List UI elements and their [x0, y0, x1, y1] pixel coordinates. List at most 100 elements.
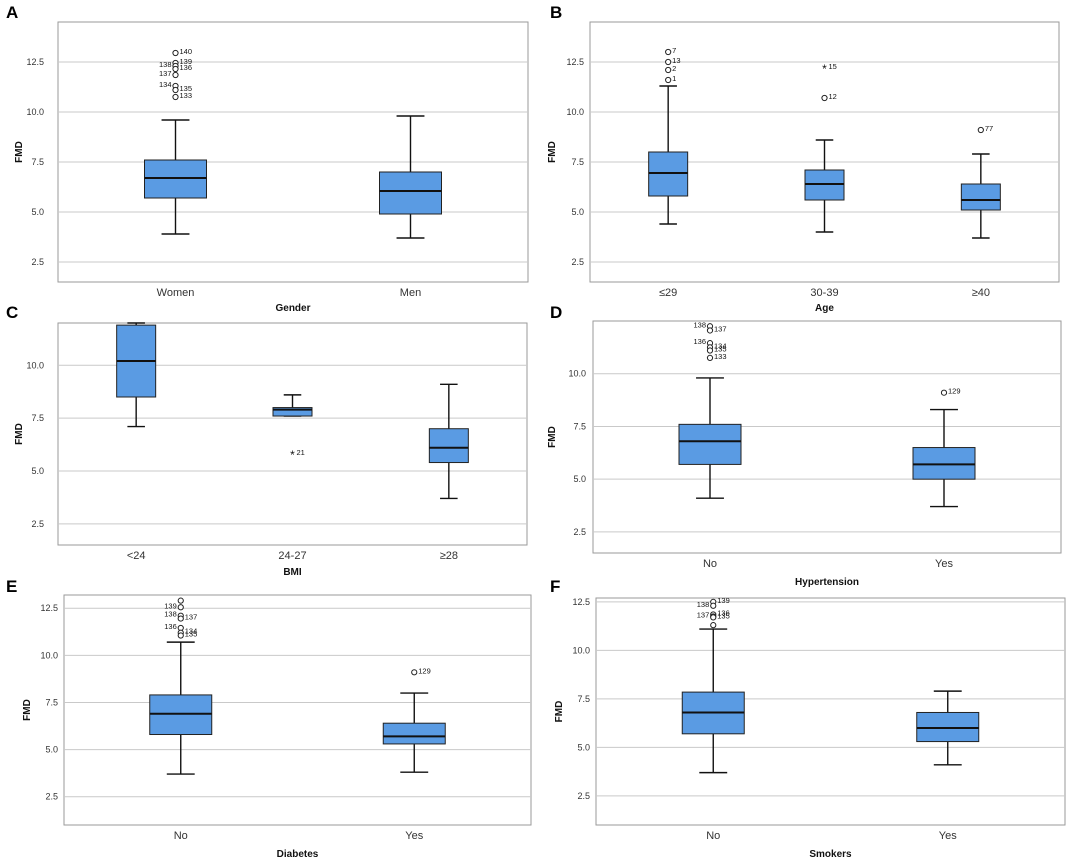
y-tick-label: 12.5 [566, 57, 584, 67]
x-tick-label: No [703, 558, 717, 570]
outlier-label: 139 [164, 601, 177, 610]
outlier-label: 15 [829, 62, 837, 71]
outlier-label: 138 [697, 600, 710, 609]
y-tick-label: 5.0 [573, 474, 586, 484]
x-tick-label: Yes [939, 830, 957, 842]
y-tick-label: 5.0 [571, 207, 584, 217]
outlier-point [172, 65, 179, 73]
y-axis-title: FMD [14, 141, 25, 163]
y-tick-label: 5.0 [31, 466, 44, 476]
outlier-label: 136 [717, 608, 730, 617]
outlier-label: 134 [714, 341, 727, 350]
y-tick-label: 7.5 [45, 697, 58, 707]
outlier-label: 129 [418, 666, 431, 675]
outlier-label: 136 [164, 622, 177, 631]
outlier-point [665, 66, 672, 74]
y-tick-label: 2.5 [31, 519, 44, 529]
outlier-point [977, 126, 984, 134]
y-axis-title: FMD [554, 701, 565, 723]
outlier-star: * [290, 448, 295, 462]
outlier-label: 137 [185, 613, 198, 622]
outlier-label: 133 [714, 352, 727, 361]
x-tick-label: <24 [127, 550, 146, 562]
outlier-point [172, 49, 179, 57]
panel-c: C 2.5 5.0 7.5 10.0 FMD BMI <24 * 21 24-27 ≥28 [6, 303, 528, 578]
box-iqr [960, 183, 1001, 211]
y-tick-label: 10.0 [26, 107, 44, 117]
panel-f: F 2.5 5.0 7.5 10.0 12.5 FMD Smokers 139 138 136 137… [550, 577, 1066, 860]
box-group [428, 383, 469, 500]
panel-letter: D [550, 303, 562, 322]
y-tick-label: 7.5 [31, 157, 44, 167]
x-axis-title: Hypertension [795, 577, 859, 588]
outlier-point [665, 48, 672, 56]
y-tick-label: 7.5 [573, 421, 586, 431]
x-axis-title: Gender [275, 303, 310, 314]
outlier-point [710, 602, 717, 609]
x-tick-label: 30-39 [810, 287, 838, 299]
x-axis-title: Age [815, 303, 834, 314]
outlier-point [706, 327, 714, 334]
outlier-label: 77 [985, 124, 993, 133]
outlier-point [665, 76, 672, 84]
y-tick-label: 2.5 [571, 257, 584, 267]
outlier-label: 13 [672, 56, 680, 65]
y-tick-label: 2.5 [45, 792, 58, 802]
y-axis-title: FMD [547, 141, 558, 163]
plot-frame [595, 597, 1066, 826]
outlier-point [710, 614, 717, 621]
outlier-label: 138 [164, 610, 177, 619]
plot-frame [63, 594, 532, 826]
outlier-label: 135 [180, 84, 193, 93]
outlier-point [172, 86, 179, 94]
outlier-label: 134 [159, 80, 172, 89]
x-tick-label: ≤29 [659, 287, 677, 299]
box-iqr [382, 722, 446, 745]
panel-letter: E [6, 577, 17, 596]
x-tick-label: No [174, 830, 188, 842]
box-group [379, 115, 442, 239]
y-tick-label: 12.5 [40, 603, 58, 613]
box-group [916, 690, 980, 766]
x-axis-title: BMI [283, 567, 302, 578]
x-tick-label: Yes [405, 830, 423, 842]
outlier-point [177, 615, 184, 622]
outlier-point [177, 604, 184, 611]
x-tick-label: ≥28 [440, 550, 458, 562]
outlier-label: 134 [185, 627, 198, 636]
outlier-label: 129 [948, 387, 961, 396]
outlier-point [172, 71, 179, 79]
outlier-label: 2 [672, 64, 676, 73]
box-group: 129 [382, 666, 446, 773]
outlier-label: 133 [180, 91, 193, 100]
x-tick-label: No [706, 830, 720, 842]
box-group: * 15 12 [804, 62, 845, 233]
x-axis-title: Diabetes [277, 849, 319, 860]
outlier-point [710, 622, 717, 629]
y-tick-label: 10.0 [568, 369, 586, 379]
y-tick-label: 2.5 [31, 257, 44, 267]
outlier-star: * [822, 62, 827, 76]
box-iqr [912, 447, 976, 480]
outlier-point [172, 93, 179, 101]
y-tick-label: 10.0 [40, 650, 58, 660]
y-tick-label: 5.0 [45, 745, 58, 755]
x-tick-label: Men [400, 287, 421, 299]
y-axis-title: FMD [14, 423, 25, 445]
x-tick-label: Women [157, 287, 195, 299]
outlier-label: 135 [714, 345, 727, 354]
outlier-label: 140 [180, 47, 193, 56]
y-tick-label: 2.5 [573, 527, 586, 537]
outlier-label: 135 [717, 611, 730, 620]
y-tick-label: 12.5 [572, 597, 590, 607]
outlier-point [821, 94, 828, 102]
box-group: 139 138 136 137 135 [681, 596, 745, 774]
panel-letter: F [550, 577, 560, 596]
x-axis-title: Smokers [809, 849, 852, 860]
